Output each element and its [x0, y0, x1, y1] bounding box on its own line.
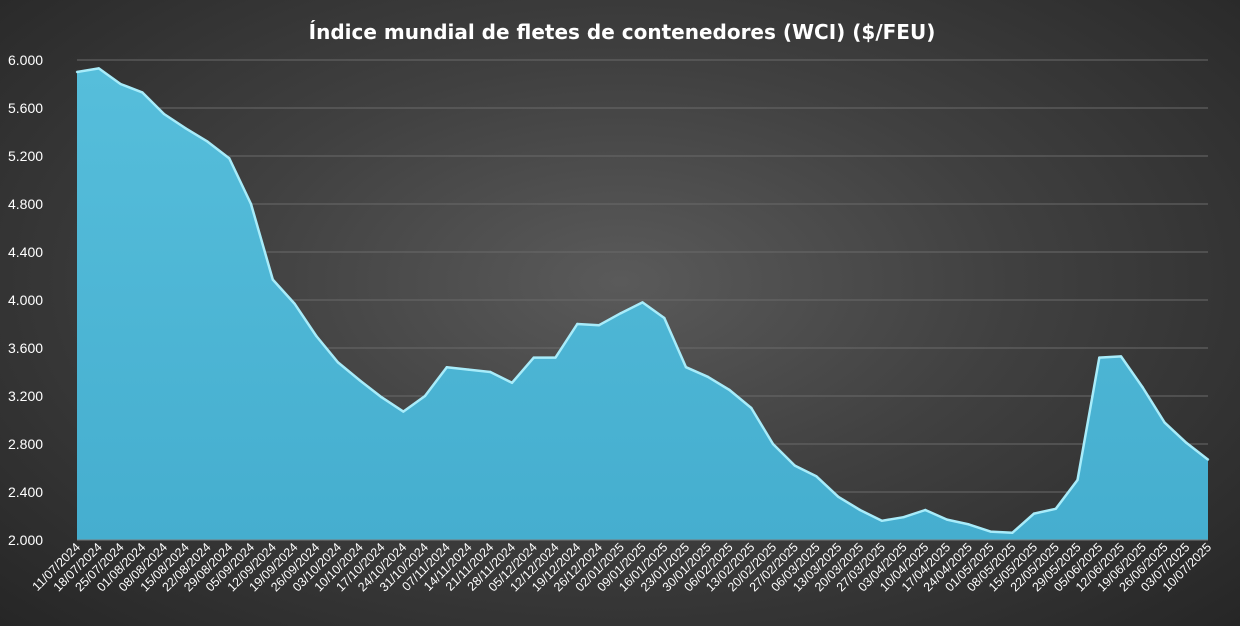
data-point: [619, 312, 622, 315]
data-point: [771, 442, 775, 446]
x-axis: 11/07/202418/07/202425/07/202401/08/2024…: [30, 540, 1215, 594]
data-point: [445, 366, 448, 369]
area-fill: [77, 68, 1208, 541]
data-point: [75, 70, 79, 74]
data-point: [663, 316, 666, 320]
y-tick-label: 3.200: [8, 388, 43, 404]
y-tick-label: 2.800: [8, 436, 43, 452]
data-point: [1011, 531, 1014, 534]
data-point: [249, 202, 253, 206]
data-point: [293, 302, 296, 305]
data-point: [467, 368, 470, 371]
data-point: [271, 278, 274, 281]
y-tick-label: 2.400: [8, 484, 43, 500]
data-points: [75, 67, 1210, 534]
data-point: [184, 127, 187, 130]
y-tick-label: 2.000: [8, 532, 43, 548]
data-point: [315, 334, 318, 338]
data-point: [423, 394, 427, 398]
data-point: [380, 396, 383, 399]
data-point: [228, 157, 231, 160]
y-tick-label: 4.400: [8, 244, 43, 260]
data-point: [141, 91, 144, 94]
data-point: [1206, 458, 1210, 461]
data-point: [402, 410, 405, 413]
data-point: [1119, 355, 1123, 358]
y-tick-label: 4.000: [8, 292, 43, 308]
data-point: [641, 301, 644, 304]
data-point: [97, 67, 101, 70]
data-point: [750, 406, 753, 410]
data-point: [924, 508, 927, 512]
y-tick-label: 5.600: [8, 100, 43, 116]
y-tick-label: 4.800: [8, 196, 43, 212]
data-point: [1163, 421, 1166, 424]
data-point: [119, 82, 122, 86]
data-point: [554, 356, 557, 359]
data-point: [1098, 356, 1101, 359]
data-point: [532, 356, 535, 359]
data-point: [706, 375, 709, 378]
data-point: [902, 516, 905, 519]
data-point: [945, 518, 949, 521]
data-point: [358, 379, 361, 382]
data-point: [1054, 507, 1058, 510]
data-point: [793, 464, 796, 467]
data-point: [880, 519, 883, 522]
data-point: [1032, 512, 1036, 515]
y-tick-label: 5.200: [8, 148, 43, 164]
y-tick-label: 6.000: [8, 52, 43, 68]
y-axis: 2.000 2.400 2.800 3.200 3.600 4.000 4.400 4.800…: [8, 52, 43, 548]
data-point: [989, 530, 992, 533]
data-point: [597, 324, 601, 327]
data-point: [206, 140, 209, 143]
data-point: [967, 523, 970, 526]
series-area: [76, 67, 1209, 541]
data-point: [728, 388, 731, 392]
data-point: [489, 370, 492, 374]
data-point: [837, 495, 840, 498]
chart-title: Índice mundial de fletes de contenedores…: [309, 20, 936, 44]
y-tick-label: 3.600: [8, 340, 43, 356]
data-point: [576, 322, 579, 326]
data-point: [1185, 441, 1188, 444]
data-point: [815, 475, 818, 478]
data-point: [1141, 386, 1145, 389]
data-point: [1076, 478, 1079, 482]
data-point: [510, 381, 514, 384]
data-point: [684, 366, 688, 369]
data-point: [858, 508, 862, 512]
data-point: [162, 112, 166, 116]
data-point: [336, 361, 340, 364]
